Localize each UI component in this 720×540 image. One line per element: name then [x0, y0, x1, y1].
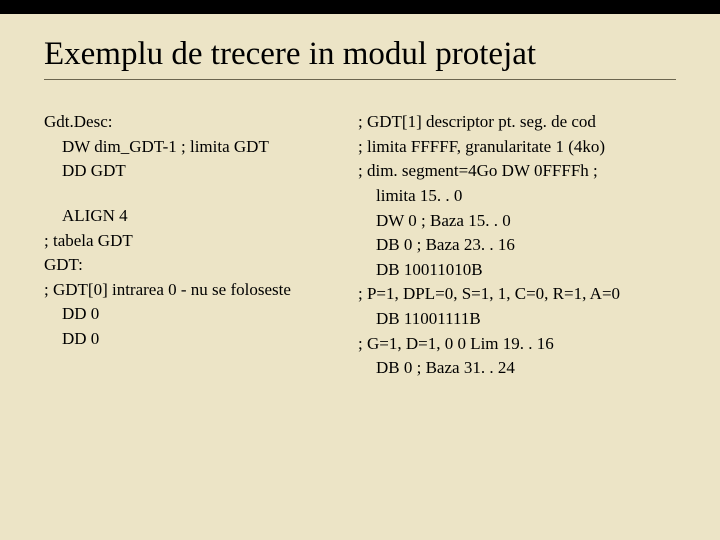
code-line: ; P=1, DPL=0, S=1, 1, C=0, R=1, A=0 [358, 282, 676, 307]
code-line: ALIGN 4 [44, 204, 344, 229]
left-column: Gdt.Desc: DW dim_GDT-1 ; limita GDT DD G… [44, 110, 344, 381]
code-line: ; dim. segment=4Go DW 0FFFFh ; [358, 159, 676, 184]
code-line: ; G=1, D=1, 0 0 Lim 19. . 16 [358, 332, 676, 357]
slide: Exemplu de trecere in modul protejat Gdt… [0, 14, 720, 381]
code-line: DW 0 ; Baza 15. . 0 [358, 209, 676, 234]
code-line: DB 0 ; Baza 23. . 16 [358, 233, 676, 258]
code-line: DB 0 ; Baza 31. . 24 [358, 356, 676, 381]
code-line: ; GDT[0] intrarea 0 - nu se foloseste [44, 278, 344, 303]
spacer [44, 184, 344, 204]
top-bar [0, 0, 720, 14]
content-columns: Gdt.Desc: DW dim_GDT-1 ; limita GDT DD G… [44, 110, 676, 381]
code-line: DD GDT [44, 159, 344, 184]
code-line: DB 11001111B [358, 307, 676, 332]
code-line: DW dim_GDT-1 ; limita GDT [44, 135, 344, 160]
code-line: ; limita FFFFF, granularitate 1 (4ko) [358, 135, 676, 160]
code-line: ; tabela GDT [44, 229, 344, 254]
right-column: ; GDT[1] descriptor pt. seg. de cod ; li… [358, 110, 676, 381]
code-line: DD 0 [44, 327, 344, 352]
code-line: limita 15. . 0 [358, 184, 676, 209]
code-line: DD 0 [44, 302, 344, 327]
code-line: GDT: [44, 253, 344, 278]
code-line: DB 10011010B [358, 258, 676, 283]
code-line: ; GDT[1] descriptor pt. seg. de cod [358, 110, 676, 135]
code-line: Gdt.Desc: [44, 110, 344, 135]
slide-title: Exemplu de trecere in modul protejat [44, 36, 676, 73]
title-rule [44, 79, 676, 80]
